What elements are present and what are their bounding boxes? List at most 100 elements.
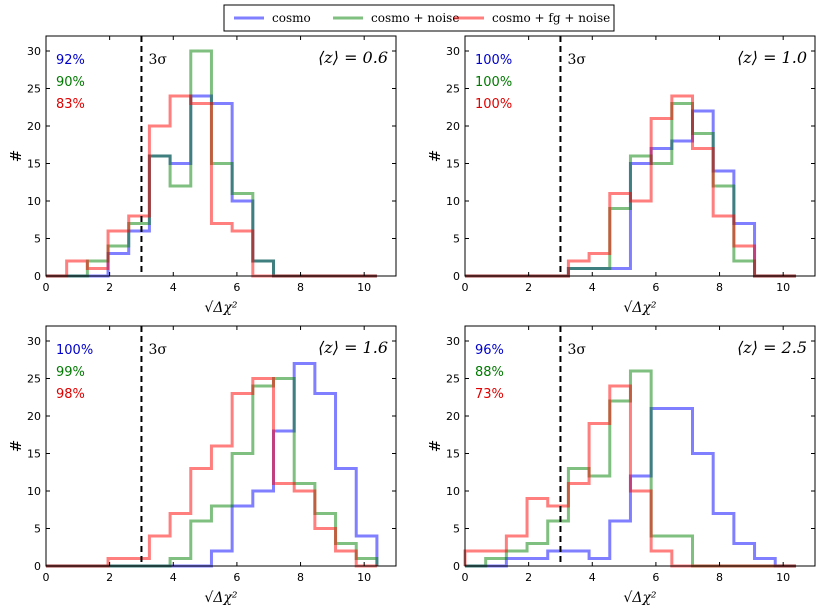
redshift-annotation: ⟨z⟩ = 0.6 (318, 48, 388, 67)
detection-percent: 96% (475, 343, 504, 358)
legend-label: cosmo + noise (371, 11, 459, 25)
x-tick-label: 6 (652, 281, 659, 294)
histogram-series-line (46, 94, 377, 278)
x-tick-label: 2 (525, 571, 532, 584)
y-tick-label: 25 (27, 373, 41, 386)
x-tick-label: 8 (716, 571, 723, 584)
legend: cosmo cosmo + noise cosmo + fg + noise (223, 4, 615, 32)
y-tick-label: 25 (446, 373, 460, 386)
y-axis-label: # (7, 150, 25, 163)
axes-frame (464, 35, 816, 277)
redshift-annotation: ⟨z⟩ = 1.6 (318, 338, 388, 357)
y-tick-label: 15 (446, 448, 460, 461)
x-tick-label: 4 (170, 281, 177, 294)
y-tick-label: 15 (27, 448, 41, 461)
redshift-annotation: ⟨z⟩ = 1.0 (737, 48, 807, 67)
y-tick-label: 0 (34, 560, 41, 573)
axes-frame (464, 325, 816, 567)
detection-percent: 100% (475, 97, 512, 112)
detection-percent: 73% (475, 387, 504, 402)
x-tick-label: 6 (233, 571, 240, 584)
y-tick-label: 30 (446, 335, 460, 348)
x-axis-label: √Δχ² (204, 590, 238, 606)
histogram-series-line (46, 377, 377, 568)
y-tick-label: 10 (27, 485, 41, 498)
histogram-panel: 0 2 4 6 8 10 0 5 10 15 20 25 30 # √Δχ² 3σ ⟨z⟩ = 2.5 96% 88… (426, 325, 816, 606)
x-tick-label: 6 (233, 281, 240, 294)
detection-percent: 100% (475, 53, 512, 68)
axes-frame (45, 35, 397, 277)
legend-label: cosmo + fg + noise (492, 11, 610, 25)
x-tick-label: 8 (716, 281, 723, 294)
detection-percent: 88% (475, 365, 504, 380)
detection-percent: 83% (56, 97, 85, 112)
sigma-label: 3σ (148, 342, 167, 358)
x-tick-label: 0 (43, 571, 50, 584)
y-axis-label: # (426, 440, 444, 453)
y-tick-label: 20 (27, 410, 41, 423)
y-tick-label: 0 (453, 560, 460, 573)
y-axis-label: # (426, 150, 444, 163)
x-tick-label: 6 (652, 571, 659, 584)
y-tick-label: 30 (27, 45, 41, 58)
histogram-panel: 0 2 4 6 8 10 0 5 10 15 20 25 30 # √Δχ² 3σ ⟨z⟩ = 1.6 100% 9… (7, 325, 397, 606)
x-tick-label: 10 (776, 571, 790, 584)
histogram-series-line (46, 377, 379, 568)
y-tick-label: 25 (27, 83, 41, 96)
x-axis-label: √Δχ² (623, 590, 657, 606)
histogram-panel: 0 2 4 6 8 10 0 5 10 15 20 25 30 # √Δχ² 3σ ⟨z⟩ = 0.6 92% 90… (7, 35, 397, 316)
y-tick-label: 10 (446, 195, 460, 208)
y-tick-label: 25 (446, 83, 460, 96)
x-tick-label: 2 (106, 571, 113, 584)
y-tick-label: 30 (446, 45, 460, 58)
detection-percent: 100% (56, 343, 93, 358)
histogram-series-line (463, 384, 796, 568)
legend-label: cosmo (272, 11, 311, 25)
y-tick-label: 15 (27, 158, 41, 171)
y-tick-label: 5 (453, 233, 460, 246)
x-tick-label: 0 (43, 281, 50, 294)
histogram-series-line (465, 407, 796, 568)
x-tick-label: 10 (357, 281, 371, 294)
detection-percent: 98% (56, 387, 85, 402)
axes-frame (45, 325, 397, 567)
y-tick-label: 15 (446, 158, 460, 171)
x-tick-label: 2 (525, 281, 532, 294)
x-tick-label: 4 (170, 571, 177, 584)
y-tick-label: 10 (446, 485, 460, 498)
y-tick-label: 20 (446, 120, 460, 133)
x-tick-label: 4 (589, 281, 596, 294)
x-tick-label: 0 (462, 281, 469, 294)
x-axis-label: √Δχ² (623, 300, 657, 316)
x-tick-label: 4 (589, 571, 596, 584)
y-tick-label: 10 (27, 195, 41, 208)
x-tick-label: 10 (776, 281, 790, 294)
detection-percent: 90% (56, 75, 85, 90)
redshift-annotation: ⟨z⟩ = 2.5 (737, 338, 807, 357)
y-tick-label: 5 (453, 523, 460, 536)
y-tick-label: 5 (34, 233, 41, 246)
x-tick-label: 8 (297, 571, 304, 584)
x-tick-label: 2 (106, 281, 113, 294)
legend-frame (223, 4, 615, 32)
detection-percent: 100% (475, 75, 512, 90)
x-tick-label: 10 (357, 571, 371, 584)
x-tick-label: 0 (462, 571, 469, 584)
y-tick-label: 0 (453, 270, 460, 283)
x-tick-label: 8 (297, 281, 304, 294)
sigma-label: 3σ (567, 52, 586, 68)
y-tick-label: 20 (446, 410, 460, 423)
y-tick-label: 0 (34, 270, 41, 283)
y-tick-label: 5 (34, 523, 41, 536)
histogram-panel: 0 2 4 6 8 10 0 5 10 15 20 25 30 # √Δχ² 3σ ⟨z⟩ = 1.0 100% 1… (426, 35, 816, 316)
detection-percent: 99% (56, 365, 85, 380)
x-axis-label: √Δχ² (204, 300, 238, 316)
y-tick-label: 30 (27, 335, 41, 348)
detection-percent: 92% (56, 53, 85, 68)
y-tick-label: 20 (27, 120, 41, 133)
sigma-label: 3σ (148, 52, 167, 68)
sigma-label: 3σ (567, 342, 586, 358)
y-axis-label: # (7, 440, 25, 453)
